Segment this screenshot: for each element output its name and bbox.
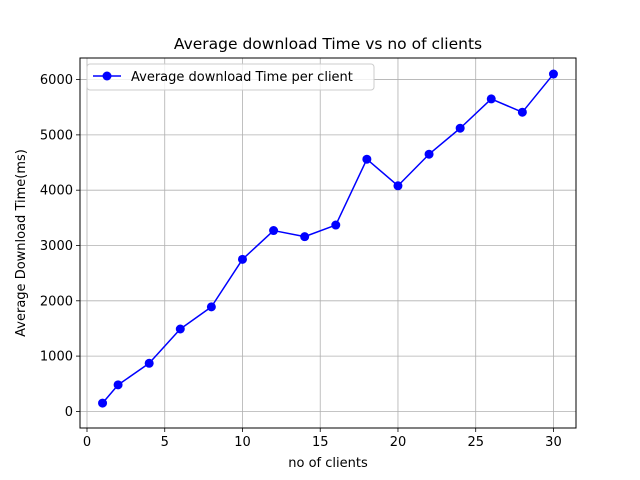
data-point	[269, 226, 279, 236]
data-point	[548, 69, 558, 79]
legend-box	[86, 63, 375, 91]
data-point	[237, 254, 247, 264]
data-point	[393, 181, 403, 191]
y-tick-label: 6000	[40, 73, 73, 88]
plot-area	[80, 58, 576, 428]
y-tick-label: 5000	[40, 128, 73, 143]
data-point	[455, 123, 465, 133]
x-tick-label: 5	[161, 435, 169, 450]
x-tick-label: 20	[390, 435, 407, 450]
data-point	[144, 358, 154, 368]
data-point	[517, 107, 527, 117]
legend: Average download Time per client	[86, 63, 375, 91]
plot-frame	[79, 57, 577, 429]
data-point	[113, 380, 123, 390]
y-tick-label: 1000	[40, 350, 73, 365]
data-point	[175, 324, 185, 334]
axis-ticks: 0 5 10 15 20 25 30 0 1000 2000 3000 4000 5000 6000	[40, 73, 562, 450]
data-point	[486, 94, 496, 104]
series-line	[101, 73, 555, 404]
x-tick-label: 15	[312, 435, 329, 450]
x-tick-label: 10	[234, 435, 251, 450]
x-axis-label: no of clients	[288, 456, 368, 471]
legend-series-label: Average download Time per client	[131, 70, 353, 85]
legend-marker-swatch	[102, 71, 112, 81]
data-point	[424, 149, 434, 159]
y-axis-label: Average Download Time(ms)	[14, 149, 29, 337]
data-series	[98, 69, 558, 408]
x-tick-label: 0	[83, 435, 91, 450]
y-tick-label: 3000	[40, 239, 73, 254]
x-tick-label: 30	[545, 435, 562, 450]
data-point	[206, 302, 216, 312]
data-point	[362, 154, 372, 164]
y-tick-label: 2000	[40, 294, 73, 309]
y-tick-label: 4000	[40, 184, 73, 199]
x-tick-label: 25	[467, 435, 484, 450]
chart-title: Average download Time vs no of clients	[174, 35, 482, 53]
y-tick-label: 0	[65, 405, 73, 420]
data-point	[98, 398, 108, 408]
data-point	[331, 220, 341, 230]
data-point	[300, 232, 310, 242]
